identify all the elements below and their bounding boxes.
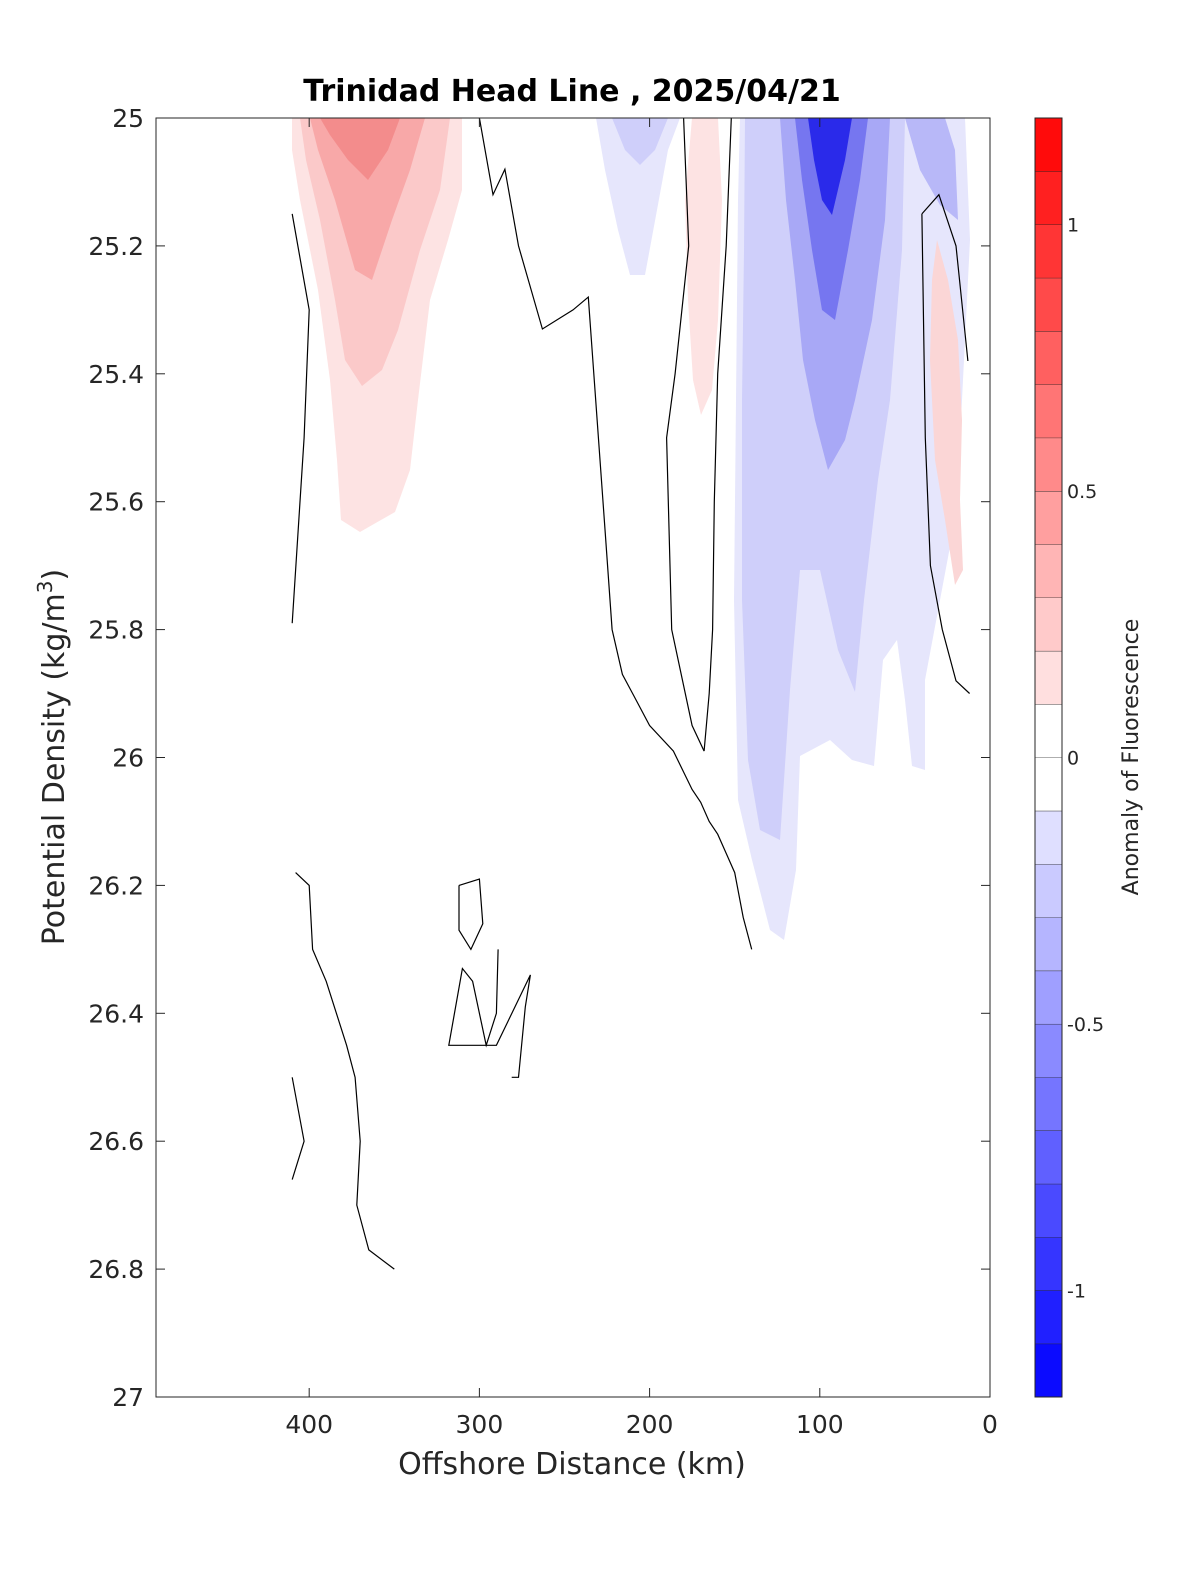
colorbar-level (1035, 491, 1062, 545)
anomaly-region-positive-band (685, 118, 722, 415)
y-axis-title-main: Potential Density (kg/m (37, 593, 72, 945)
zero-contours (291, 118, 971, 1270)
y-axis-title-sup: 3 (33, 580, 57, 593)
x-tick-label: 300 (456, 1410, 504, 1439)
colorbar-frame (1034, 117, 1063, 1398)
colorbar-level (1035, 1237, 1062, 1291)
colorbar-tick-label: -0.5 (1067, 1014, 1104, 1036)
y-tick-label: 25.8 (88, 616, 144, 645)
anomaly-region-positive-offshore-max (320, 118, 400, 180)
colorbar-level (1035, 171, 1062, 225)
y-tick-label: 25.6 (88, 488, 144, 517)
colorbar-level (1035, 331, 1062, 385)
x-tick-label: 100 (796, 1410, 844, 1439)
colorbar-level (1035, 597, 1062, 651)
colorbar-level (1035, 1183, 1062, 1238)
chart-title: Trinidad Head Line , 2025/04/21 (303, 74, 840, 109)
colorbar-tick-label: 0.5 (1067, 481, 1097, 503)
y-tick-label: 26.2 (88, 871, 144, 900)
anomaly-region-negative-coastal-fringe (905, 118, 958, 220)
x-tick-label: 0 (982, 1410, 998, 1439)
y-tick-label: 27 (112, 1383, 144, 1412)
y-tick-label: 26 (112, 744, 144, 773)
colorbar-level (1035, 544, 1062, 598)
colorbar-level (1035, 970, 1062, 1024)
colorbar-title: Anomaly of Fluorescence (1119, 619, 1144, 896)
y-tick-label: 26.8 (88, 1255, 144, 1284)
zero-contour-line (448, 949, 531, 1078)
colorbar-level (1035, 757, 1062, 811)
zero-contour-line (478, 118, 753, 950)
colorbar-level (1035, 118, 1062, 172)
colorbar-tick-label: -1 (1067, 1280, 1086, 1302)
colorbar-level (1035, 224, 1062, 278)
zero-contour-line (291, 213, 310, 624)
colorbar-level (1035, 437, 1062, 492)
zero-contour-line (921, 193, 969, 362)
colorbar: 1 0.5 0 -0.5 -1 (1034, 117, 1104, 1398)
zero-contour-line (291, 1077, 305, 1180)
zero-contour-line (665, 118, 705, 752)
colorbar-level (1035, 384, 1062, 438)
colorbar-level (1035, 810, 1062, 865)
colorbar-level (1035, 650, 1062, 705)
colorbar-level (1035, 1130, 1062, 1184)
colorbar-level (1035, 1343, 1062, 1397)
zero-contour-line (921, 213, 971, 694)
colorbar-level (1035, 1290, 1062, 1344)
x-tick-label: 200 (626, 1410, 674, 1439)
y-axis: 25 25.2 25.4 25.6 25.8 26 26.2 26.4 26.6 26.8 27 (88, 104, 990, 1412)
colorbar-tick-label: 1 (1067, 215, 1079, 237)
plot-area (291, 118, 971, 1270)
anomaly-region-negative-nearshore-peak (808, 118, 852, 215)
y-tick-label: 26.4 (88, 999, 144, 1028)
colorbar-level (1035, 1077, 1062, 1131)
x-tick-label: 400 (285, 1410, 333, 1439)
x-axis: 400 300 200 100 0 (285, 118, 998, 1439)
zero-contour-line (295, 872, 395, 1270)
colorbar-level (1035, 864, 1062, 918)
anomaly-region-positive-coastal (930, 240, 963, 585)
colorbar-level (1035, 917, 1062, 971)
y-tick-label: 26.6 (88, 1127, 144, 1156)
anomaly-region-negative-mid-core (612, 118, 668, 165)
y-tick-label: 25.2 (88, 232, 144, 261)
zero-contour-line (458, 878, 484, 951)
colorbar-level (1035, 277, 1062, 332)
colorbar-tick-label: 0 (1067, 748, 1079, 770)
y-axis-title: Potential Density (kg/m3) (33, 569, 72, 945)
colorbar-level (1035, 704, 1062, 758)
zero-contour-line (703, 118, 732, 752)
anomaly-region-negative-nearshore-core (795, 118, 868, 320)
y-tick-label: 25.4 (88, 360, 144, 389)
x-axis-title: Offshore Distance (km) (398, 1447, 746, 1482)
colorbar-level (1035, 1023, 1062, 1078)
anomaly-region-positive-offshore-peak (310, 118, 425, 280)
anomaly-region-negative-mid (596, 118, 680, 275)
y-tick-label: 25 (112, 104, 144, 133)
y-axis-title-end: ) (37, 569, 72, 581)
